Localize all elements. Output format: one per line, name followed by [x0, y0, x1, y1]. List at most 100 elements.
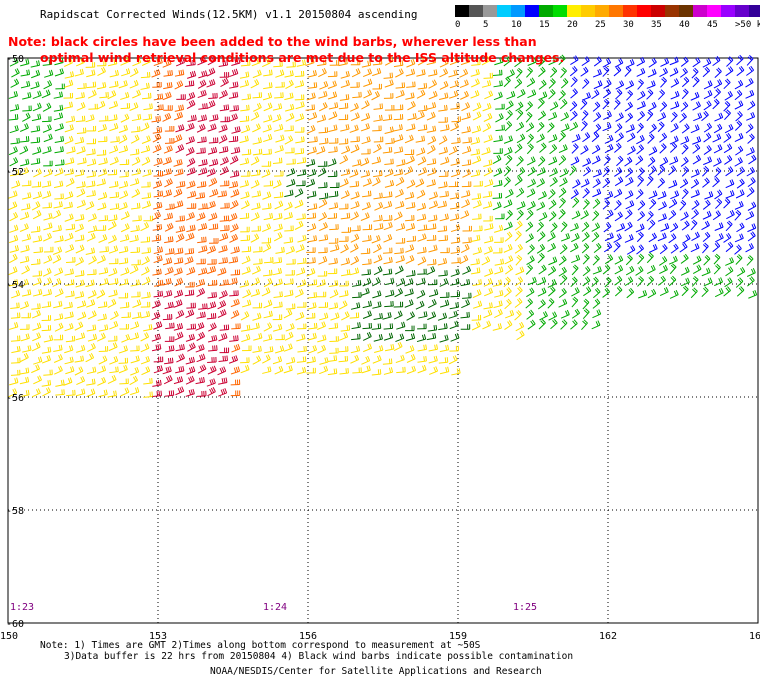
wind-barb [165, 322, 175, 330]
wind-barb [340, 212, 351, 220]
wind-barb [668, 233, 677, 244]
wind-barb [483, 167, 493, 177]
wind-barb [153, 290, 164, 298]
wind-barb [503, 287, 512, 298]
wind-barb [548, 78, 556, 89]
wind-barb [701, 286, 709, 298]
wind-barb [613, 233, 622, 243]
wind-barb [239, 115, 250, 123]
wind-barb [404, 149, 415, 156]
wind-barb [374, 345, 384, 354]
wind-barb [483, 159, 493, 167]
wind-barb [582, 276, 591, 287]
wind-barb [625, 80, 635, 90]
wind-barb [690, 124, 700, 134]
wind-barb [484, 268, 494, 277]
wind-barb [284, 70, 294, 78]
wind-barb [426, 125, 437, 133]
wind-barb [294, 188, 304, 198]
wind-barb [713, 263, 721, 275]
wind-barb [229, 200, 239, 210]
lat-label: -52 [6, 167, 24, 178]
wind-barb [571, 210, 581, 220]
wind-barb [250, 79, 260, 89]
wind-barb [197, 223, 208, 231]
wind-barb [218, 290, 228, 299]
wind-barb [637, 176, 644, 187]
wind-barb [197, 89, 207, 99]
wind-barb [536, 243, 546, 254]
wind-barb [240, 171, 251, 177]
wind-barb [438, 104, 448, 112]
wind-barb [196, 287, 206, 298]
wind-barb [495, 124, 505, 132]
wind-barb [285, 245, 295, 255]
wind-barb [228, 355, 239, 364]
wind-barb [197, 236, 207, 244]
wind-barb [405, 223, 416, 231]
wind-barb [538, 318, 546, 330]
wind-barb [483, 72, 493, 79]
wind-barb [558, 90, 566, 101]
wind-barb [252, 355, 262, 365]
wind-barb [360, 248, 371, 255]
wind-barb [459, 68, 469, 78]
wind-barb [736, 166, 745, 177]
wind-barb [66, 146, 76, 154]
wind-barb [219, 89, 228, 99]
wind-barb [349, 169, 359, 178]
wind-barb [350, 102, 359, 112]
wind-barb [426, 179, 436, 188]
wind-barb [616, 155, 624, 167]
wind-barb [352, 292, 362, 299]
wind-barb [228, 256, 239, 264]
wind-barb [229, 290, 239, 297]
wind-barb [614, 123, 623, 134]
wind-barb [196, 123, 206, 133]
wind-barb [196, 311, 206, 319]
wind-barb [186, 323, 197, 330]
wind-barb [560, 111, 570, 122]
wind-barb [624, 156, 633, 167]
wind-barb [119, 323, 129, 330]
wind-barb [273, 301, 283, 309]
wind-barb [614, 211, 623, 222]
wind-barb [53, 201, 63, 209]
wind-barb [129, 148, 140, 156]
wind-barb [209, 188, 219, 198]
wind-barb [219, 156, 229, 166]
wind-barb [713, 79, 723, 89]
wind-barb [317, 59, 327, 67]
wind-barb [328, 124, 338, 133]
wind-barb [86, 158, 97, 167]
wind-barb [383, 367, 394, 375]
wind-barb [329, 182, 340, 189]
wind-barb [681, 188, 689, 200]
wind-barb [43, 335, 54, 343]
wind-barb [461, 126, 471, 134]
wind-barb [593, 242, 602, 254]
wind-barb [372, 355, 382, 364]
wind-barb [307, 279, 318, 286]
wind-barb [30, 158, 41, 165]
wind-barb [209, 114, 219, 122]
wind-barb [11, 68, 20, 78]
wind-barb [283, 309, 293, 319]
wind-barb [32, 277, 42, 286]
wind-barb [438, 146, 448, 155]
wind-barb [393, 310, 403, 320]
legend-label: 35 [651, 20, 662, 30]
wind-barb [592, 298, 601, 309]
wind-barb [746, 111, 756, 121]
wind-barb [571, 232, 580, 243]
wind-barb [63, 92, 74, 99]
wind-barb [363, 89, 373, 99]
wind-barb [174, 69, 185, 77]
wind-barb [173, 289, 184, 298]
wind-barb [625, 200, 635, 210]
wind-barb [382, 114, 393, 122]
wind-barb [108, 289, 118, 298]
wind-barb [580, 145, 589, 155]
wind-barb [339, 332, 349, 341]
wind-barb [118, 180, 129, 189]
